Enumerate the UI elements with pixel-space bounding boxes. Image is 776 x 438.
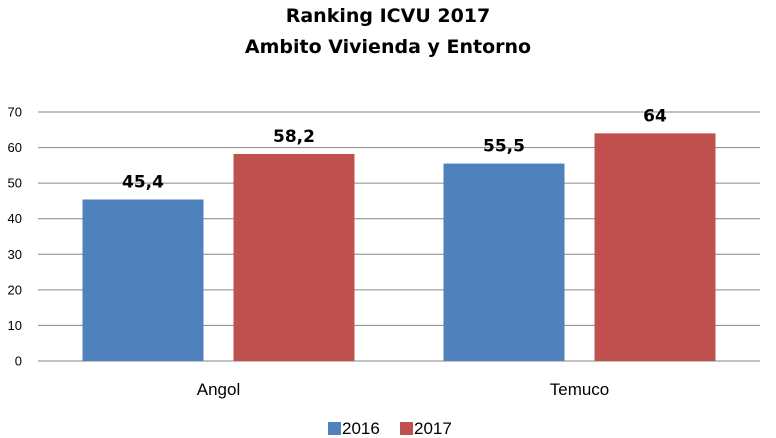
data-label: 55,5: [483, 137, 525, 157]
data-label: 58,2: [273, 127, 315, 147]
data-labels: 45,4 58,2 55,5 64: [122, 106, 667, 192]
bar-angol-2017: [233, 153, 355, 361]
chart-subtitle: Ambito Vivienda y Entorno: [245, 36, 531, 58]
y-tick-label: 30: [8, 247, 22, 262]
x-axis: Angol Temuco: [197, 380, 610, 399]
legend-label: 2017: [414, 419, 452, 438]
bars: [82, 133, 716, 361]
x-tick-label: Temuco: [550, 380, 610, 399]
y-tick-label: 0: [15, 354, 22, 369]
data-label: 45,4: [122, 173, 164, 193]
legend-label: 2016: [342, 419, 380, 438]
legend-swatch: [328, 422, 341, 435]
legend: 2016 2017: [328, 419, 452, 438]
y-tick-label: 20: [8, 282, 22, 297]
bar-temuco-2016: [443, 163, 565, 361]
data-label: 64: [643, 106, 667, 126]
bar-temuco-2017: [594, 133, 716, 361]
x-tick-label: Angol: [197, 380, 240, 399]
y-tick-label: 50: [8, 176, 22, 191]
y-tick-label: 70: [8, 105, 22, 120]
y-tick-label: 40: [8, 211, 22, 226]
chart-title: Ranking ICVU 2017: [286, 5, 491, 27]
y-axis: 0 10 20 30 40 50 60 70: [8, 105, 22, 369]
y-tick-label: 10: [8, 318, 22, 333]
legend-swatch: [400, 422, 413, 435]
y-tick-label: 60: [8, 140, 22, 155]
bar-angol-2016: [82, 199, 204, 361]
